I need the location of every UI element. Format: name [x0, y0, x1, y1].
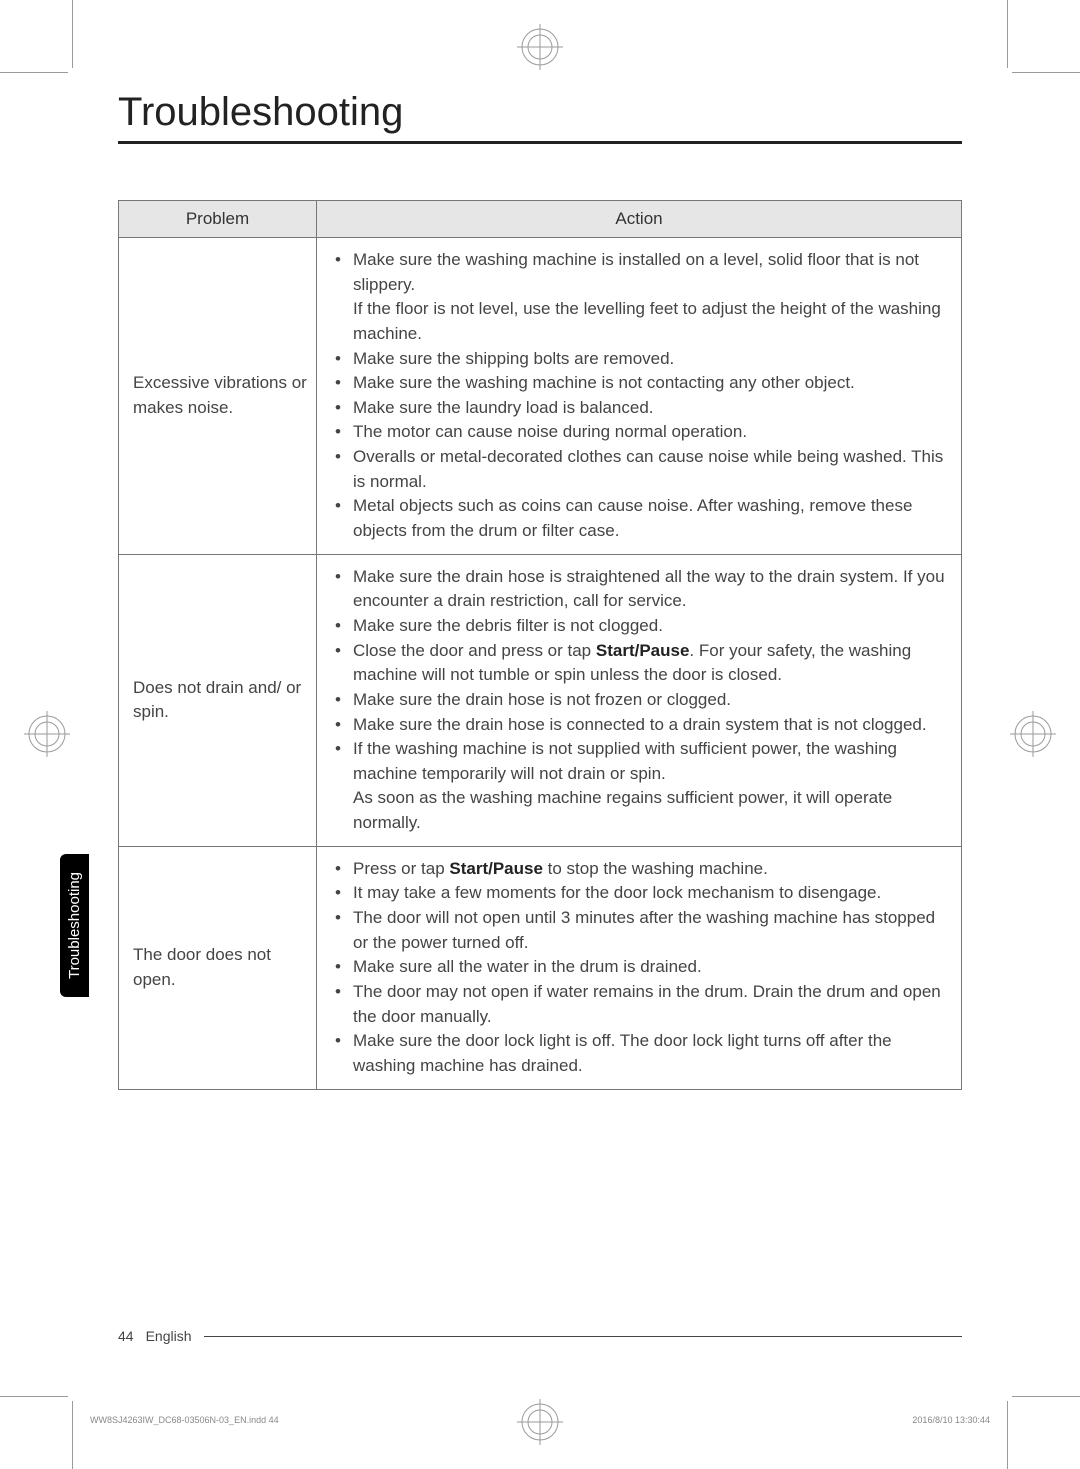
registration-mark-icon: [517, 24, 563, 70]
crop-mark: [1007, 1401, 1008, 1469]
page-number: 44: [118, 1328, 134, 1344]
table-row: Does not drain and/ or spin. Make sure th…: [119, 554, 962, 846]
list-item: Make sure the washing machine is install…: [353, 248, 949, 347]
action-cell: Make sure the washing machine is install…: [317, 238, 962, 555]
list-item: The door will not open until 3 minutes a…: [353, 906, 949, 955]
crop-mark: [1012, 1396, 1080, 1397]
list-item: Make sure the laundry load is balanced.: [353, 396, 949, 421]
crop-mark: [1007, 0, 1008, 68]
bold-term: Start/Pause: [449, 859, 543, 878]
list-item: Make sure the door lock light is off. Th…: [353, 1029, 949, 1078]
table-row: Excessive vibrations or makes noise. Make…: [119, 238, 962, 555]
problem-cell: The door does not open.: [119, 846, 317, 1089]
troubleshooting-table: Problem Action Excessive vibrations or m…: [118, 200, 962, 1090]
crop-mark: [1012, 72, 1080, 73]
list-item: Metal objects such as coins can cause no…: [353, 494, 949, 543]
action-cell: Make sure the drain hose is straightened…: [317, 554, 962, 846]
crop-mark: [0, 1396, 68, 1397]
bold-term: Start/Pause: [596, 641, 690, 660]
list-item: Make sure all the water in the drum is d…: [353, 955, 949, 980]
list-item: Make sure the drain hose is connected to…: [353, 713, 949, 738]
col-header-action: Action: [317, 201, 962, 238]
list-item: Make sure the drain hose is straightened…: [353, 565, 949, 614]
action-list: Press or tap Start/Pause to stop the was…: [331, 857, 949, 1079]
footer-language: English: [146, 1328, 192, 1344]
problem-cell: Does not drain and/ or spin.: [119, 554, 317, 846]
imprint-date: 2016/8/10 13:30:44: [912, 1415, 990, 1425]
table-row: The door does not open. Press or tap Star…: [119, 846, 962, 1089]
action-list: Make sure the drain hose is straightened…: [331, 565, 949, 836]
page-footer: 44 English: [118, 1328, 962, 1344]
page-content: Troubleshooting Problem Action Excessive…: [118, 90, 962, 1090]
list-item: Make sure the debris filter is not clogg…: [353, 614, 949, 639]
footer-rule: [204, 1336, 963, 1337]
list-item: It may take a few moments for the door l…: [353, 881, 949, 906]
registration-mark-icon: [24, 711, 70, 757]
print-imprint: WW8SJ4263IW_DC68-03506N-03_EN.indd 44 20…: [90, 1415, 990, 1425]
list-item: If the washing machine is not supplied w…: [353, 737, 949, 836]
crop-mark: [72, 0, 73, 68]
crop-mark: [0, 72, 68, 73]
list-item: The motor can cause noise during normal …: [353, 420, 949, 445]
list-item: Make sure the shipping bolts are removed…: [353, 347, 949, 372]
list-item: Make sure the drain hose is not frozen o…: [353, 688, 949, 713]
list-item: Make sure the washing machine is not con…: [353, 371, 949, 396]
list-item: Press or tap Start/Pause to stop the was…: [353, 857, 949, 882]
registration-mark-icon: [1010, 711, 1056, 757]
list-item: The door may not open if water remains i…: [353, 980, 949, 1029]
side-tab: Troubleshooting: [60, 854, 89, 997]
crop-mark: [72, 1401, 73, 1469]
list-item: Overalls or metal-decorated clothes can …: [353, 445, 949, 494]
col-header-problem: Problem: [119, 201, 317, 238]
imprint-file: WW8SJ4263IW_DC68-03506N-03_EN.indd 44: [90, 1415, 279, 1425]
action-cell: Press or tap Start/Pause to stop the was…: [317, 846, 962, 1089]
page-title: Troubleshooting: [118, 90, 962, 144]
list-item: Close the door and press or tap Start/Pa…: [353, 639, 949, 688]
problem-cell: Excessive vibrations or makes noise.: [119, 238, 317, 555]
action-list: Make sure the washing machine is install…: [331, 248, 949, 544]
